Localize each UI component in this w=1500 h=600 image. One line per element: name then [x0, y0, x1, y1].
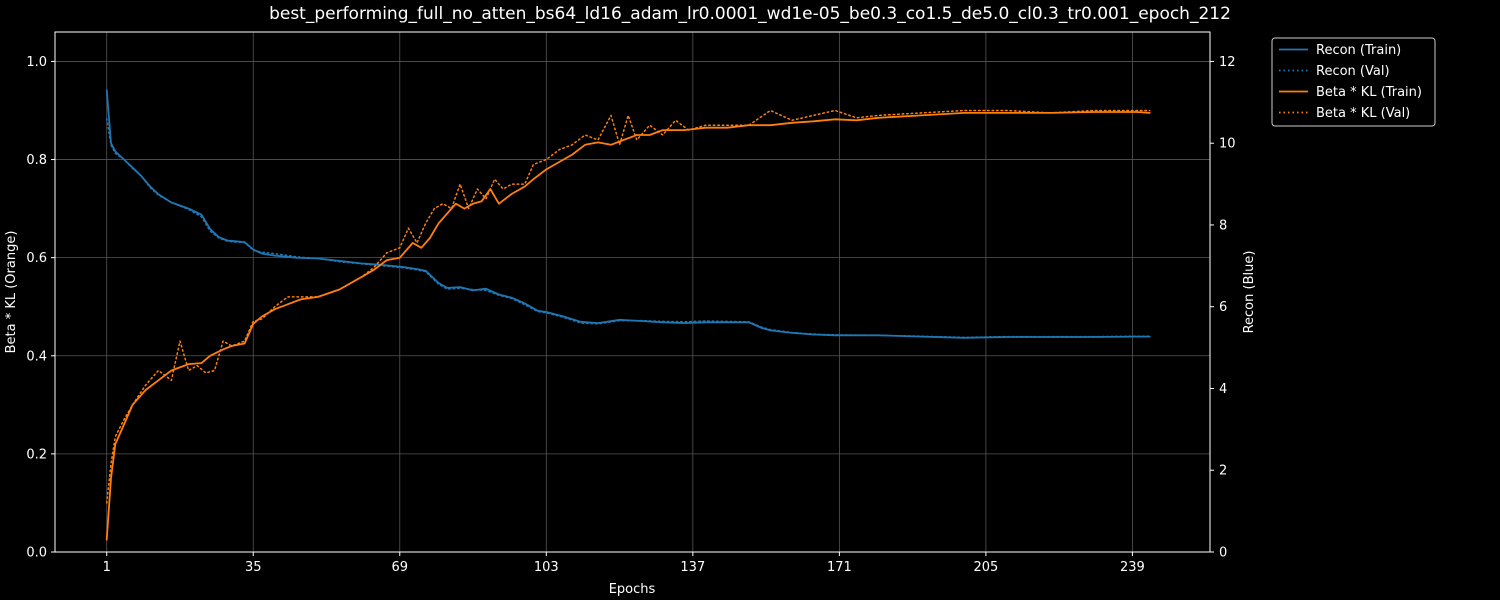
right-y-axis-label: Recon (Blue) — [1242, 251, 1257, 334]
x-tick-label: 1 — [103, 560, 111, 575]
legend-label-kl-train: Beta * KL (Train) — [1316, 85, 1422, 100]
left-y-tick-label: 0.2 — [26, 447, 47, 462]
x-tick-label: 171 — [827, 560, 852, 575]
right-y-tick-label: 0 — [1219, 546, 1227, 561]
right-y-tick-label: 12 — [1219, 55, 1236, 70]
left-y-axis-label: Beta * KL (Orange) — [4, 231, 19, 354]
right-y-tick-label: 10 — [1219, 137, 1236, 152]
x-tick-label: 103 — [534, 560, 559, 575]
legend-box — [1271, 37, 1436, 127]
left-y-tick-label: 0.8 — [26, 153, 47, 168]
series-beta-kl-train — [105, 111, 1151, 541]
x-tick-label: 205 — [973, 560, 998, 575]
right-y-axis-ticks: 0 2 4 6 8 10 12 — [1210, 55, 1236, 561]
right-y-tick-label: 4 — [1219, 382, 1227, 397]
legend-label-recon-val: Recon (Val) — [1316, 64, 1390, 79]
x-tick-label: 137 — [680, 560, 705, 575]
legend: Recon (Train) Recon (Val) Beta * KL (Tra… — [1271, 37, 1436, 127]
left-y-tick-label: 0.6 — [26, 251, 47, 266]
right-y-tick-label: 2 — [1219, 464, 1227, 479]
right-y-tick-label: 6 — [1219, 300, 1227, 315]
series-beta-kl-val — [105, 109, 1151, 504]
legend-label-kl-val: Beta * KL (Val) — [1316, 106, 1410, 121]
left-y-tick-label: 0.0 — [26, 546, 47, 561]
left-y-tick-label: 1.0 — [26, 55, 47, 70]
x-tick-label: 239 — [1120, 560, 1145, 575]
x-tick-label: 69 — [392, 560, 409, 575]
series-recon-train — [105, 89, 1151, 339]
legend-label-recon-train: Recon (Train) — [1316, 43, 1401, 58]
x-tick-label: 35 — [245, 560, 262, 575]
x-axis-label: Epochs — [609, 582, 656, 597]
chart-title: best_performing_full_no_atten_bs64_ld16_… — [269, 4, 1231, 24]
left-y-tick-label: 0.4 — [26, 349, 47, 364]
x-axis-ticks: 1 35 69 103 137 171 205 239 — [103, 552, 1145, 575]
series-group — [105, 89, 1151, 541]
plot-frame — [54, 31, 1211, 553]
left-y-axis-ticks: 0.0 0.2 0.4 0.6 0.8 1.0 — [26, 55, 55, 561]
right-y-tick-label: 8 — [1219, 218, 1227, 233]
